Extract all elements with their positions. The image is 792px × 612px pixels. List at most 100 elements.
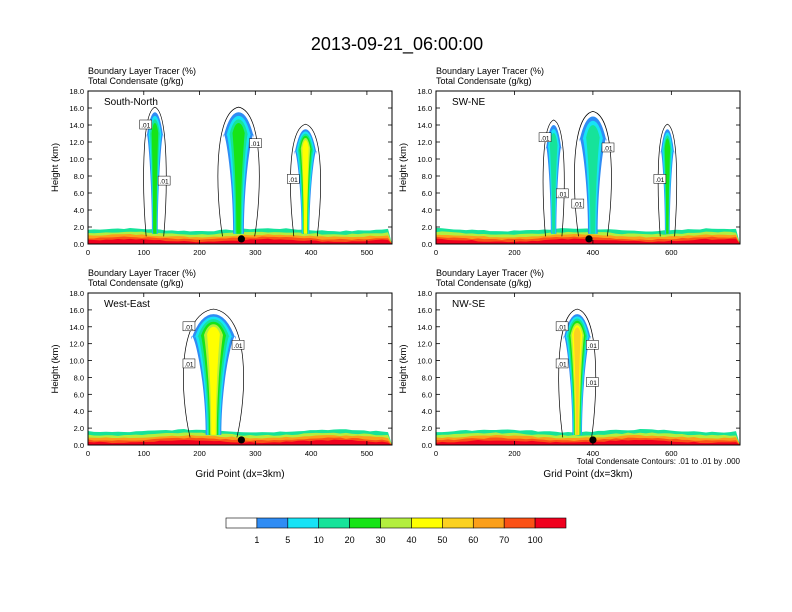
panel-2: .01 .01 .01 0.0 2.0 4.0 6.0 8.0 10.0 12.0 14.0 16.0…: [50, 268, 393, 480]
plume-0-level-4: [151, 122, 159, 234]
colorbar-label: 30: [376, 535, 386, 545]
contour-label-text: .01: [289, 177, 298, 184]
contour-label: .01: [555, 358, 569, 368]
location-marker: [589, 436, 597, 444]
x-tick-label: 400: [587, 449, 600, 458]
contour-label: .01: [249, 138, 262, 148]
y-tick-label: 14.0: [69, 323, 84, 332]
contour-label-text: .01: [655, 177, 664, 184]
panel-0: .01 .01 .01 .01 0.0 2.0 4.0 6.0 8.0 10.0 12.0 14.0 1…: [50, 66, 393, 257]
plot-area: .01 .01 .01 .01: [436, 293, 740, 445]
x-tick-label: 200: [508, 248, 521, 257]
x-tick-label: 400: [305, 248, 318, 257]
contour-label-text: .01: [160, 179, 169, 186]
colorbar-box: [256, 517, 289, 529]
y-tick-label: 12.0: [417, 340, 432, 349]
y-tick-label: 16.0: [69, 104, 84, 113]
y-axis-label: Height (km): [50, 143, 61, 192]
y-tick-label: 10.0: [69, 155, 84, 164]
plot-frame: [435, 292, 741, 446]
contour-0: [558, 308, 597, 438]
y-tick-label: 6.0: [74, 390, 84, 399]
contour-label: .01: [287, 174, 300, 184]
y-tick-label: 0.0: [74, 441, 84, 450]
y-tick-label: 16.0: [69, 306, 84, 315]
contour-label-text: .01: [588, 343, 597, 350]
y-tick-label: 14.0: [417, 121, 432, 130]
subtitle-condensate: Total Condensate (g/kg): [88, 76, 184, 86]
x-tick-label: 0: [86, 248, 90, 257]
contour-label: .01: [653, 174, 667, 184]
y-tick-label: 6.0: [422, 189, 432, 198]
contour-label: .01: [556, 188, 569, 198]
x-tick-label: 300: [249, 449, 262, 458]
y-tick-label: 6.0: [422, 390, 432, 399]
subtitle-tracer: Boundary Layer Tracer (%): [88, 66, 196, 76]
x-tick-label: 0: [434, 449, 438, 458]
plot-frame: [87, 292, 393, 446]
panel-1: .01 .01 .01 .01 .01 0.0 2.0 4.0 6.0 8.0 10.0 12.0 14…: [398, 66, 741, 257]
y-tick-label: 18.0: [69, 87, 84, 96]
contour-label-text: .01: [184, 361, 193, 368]
plot-area: .01 .01 .01: [88, 293, 392, 445]
y-tick-label: 6.0: [74, 189, 84, 198]
tracer-band-4: [88, 439, 392, 445]
y-tick-label: 8.0: [422, 373, 432, 382]
contour-label-text: .01: [603, 145, 612, 152]
x-tick-label: 500: [361, 449, 374, 458]
colorbar-box: [349, 517, 381, 529]
plume-2-level-4: [664, 138, 671, 234]
subtitle-condensate: Total Condensate (g/kg): [436, 278, 532, 288]
y-tick-label: 12.0: [417, 138, 432, 147]
plot-frame: [435, 90, 741, 245]
y-tick-label: 0.0: [74, 240, 84, 249]
plume-2-level-6: [302, 140, 309, 234]
colorbar-box: [503, 517, 536, 529]
y-tick-label: 16.0: [417, 306, 432, 315]
y-axis-label: Height (km): [398, 143, 409, 192]
y-tick-label: 4.0: [74, 407, 84, 416]
colorbar-box: [380, 517, 412, 529]
plot-background: [436, 293, 740, 445]
subtitle-condensate: Total Condensate (g/kg): [436, 76, 532, 86]
contour-label: .01: [586, 377, 599, 387]
y-tick-label: 2.0: [74, 424, 84, 433]
panel-label: SW-NE: [452, 97, 485, 108]
x-axis-label: Grid Point (dx=3km): [543, 469, 632, 480]
y-tick-label: 4.0: [422, 206, 432, 215]
contour-2: [290, 123, 321, 237]
contour-label: .01: [231, 340, 245, 350]
y-tick-label: 12.0: [69, 138, 84, 147]
contour-label-text: .01: [251, 141, 260, 148]
contour-label-text: .01: [558, 324, 567, 331]
x-tick-label: 0: [86, 449, 90, 458]
figure-title: 2013-09-21_06:00:00: [311, 34, 483, 55]
contour-label-text: .01: [588, 380, 597, 387]
plume-1-level-4: [232, 122, 245, 234]
panels: .01 .01 .01 .01 0.0 2.0 4.0 6.0 8.0 10.0 12.0 14.0 1…: [50, 66, 741, 480]
plume-0-level-7: [573, 327, 581, 435]
subtitle-tracer: Boundary Layer Tracer (%): [436, 268, 544, 278]
contour-label-text: .01: [558, 191, 567, 198]
y-axis-label: Height (km): [398, 344, 409, 393]
contour-label: .01: [538, 132, 552, 142]
y-tick-label: 4.0: [74, 206, 84, 215]
subtitle-tracer: Boundary Layer Tracer (%): [436, 66, 544, 76]
y-tick-label: 18.0: [417, 87, 432, 96]
y-tick-label: 8.0: [422, 172, 432, 181]
y-tick-label: 0.0: [422, 441, 432, 450]
y-tick-label: 12.0: [69, 340, 84, 349]
colorbar-label: 100: [528, 535, 543, 545]
y-tick-label: 10.0: [69, 357, 84, 366]
contour-label: .01: [571, 198, 585, 209]
plot-area: .01 .01 .01 .01: [88, 91, 392, 244]
x-tick-label: 200: [193, 449, 206, 458]
contour-1: [217, 106, 260, 237]
contour-label: .01: [182, 321, 196, 331]
footnote: Total Condensate Contours: .01 to .01 by…: [577, 457, 741, 466]
contour-label-text: .01: [558, 361, 567, 368]
contour-label-text: .01: [234, 343, 243, 350]
contour-label-text: .01: [573, 202, 582, 209]
colorbar: 1 5 10 20 30 40 50 60 70 100: [225, 517, 567, 545]
